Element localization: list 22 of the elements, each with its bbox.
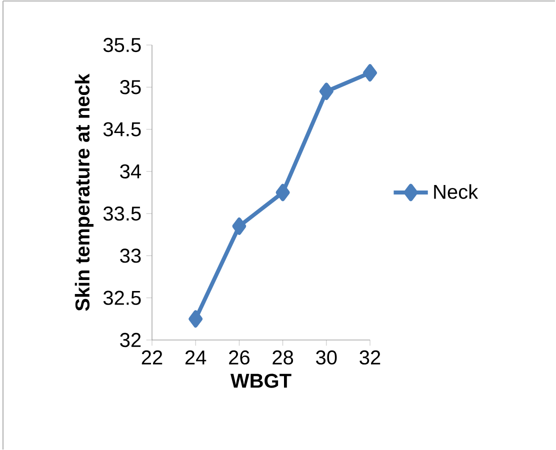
y-tick-label: 35.5 <box>103 38 141 52</box>
y-tick-label: 33.5 <box>103 206 141 221</box>
legend-label: Neck <box>434 184 478 199</box>
y-tick-label: 34.5 <box>103 122 141 136</box>
point <box>363 64 377 82</box>
x-tick-label: 28 <box>272 350 294 365</box>
point <box>276 184 290 202</box>
y-axis-title: Skin temperature at neck <box>74 74 94 311</box>
x-tick-label: 22 <box>142 350 162 364</box>
y-tick-label: 35 <box>120 80 141 94</box>
point <box>319 82 334 100</box>
y-tick-label: 33 <box>120 248 141 263</box>
point <box>188 310 203 328</box>
y-tick-label: 32 <box>120 332 141 348</box>
x-tick-label: 24 <box>185 350 206 364</box>
x-tick-label: 30 <box>316 350 337 365</box>
y-tick-label: 32.5 <box>103 290 141 305</box>
y-tick-label: 34 <box>120 164 142 178</box>
x-tick-label: 26 <box>229 350 250 365</box>
x-tick-label: 32 <box>360 350 380 365</box>
point <box>232 218 246 235</box>
x-axis-title: WBGT <box>230 374 292 388</box>
